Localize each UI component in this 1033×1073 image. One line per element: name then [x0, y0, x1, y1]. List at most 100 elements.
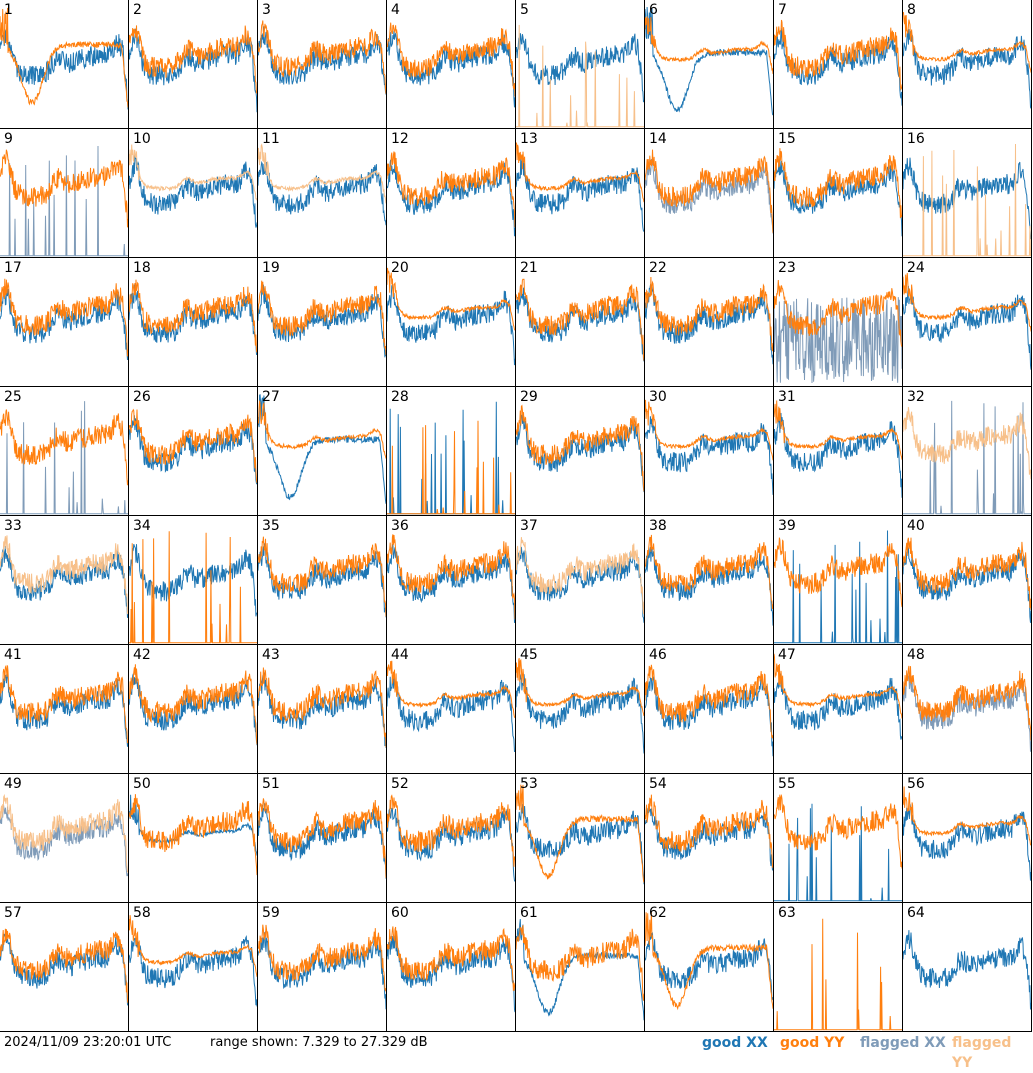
- xx-trace: [645, 157, 773, 234]
- yy-trace: [387, 22, 515, 97]
- antenna-panel: 6: [645, 0, 774, 129]
- antenna-panel: 51: [258, 774, 387, 903]
- spectra-grid: 1 2 3 4 5 6 7 8 9 10 11 12 13 14 15 16 17 18 19 20 21 22 23 24 2…: [0, 0, 1032, 1032]
- antenna-panel: 28: [387, 387, 516, 516]
- yy-trace: [387, 926, 515, 991]
- spectrum-plot: [645, 794, 773, 871]
- antenna-panel: 55: [774, 774, 903, 903]
- antenna-panel: 41: [0, 645, 129, 774]
- yy-trace: [0, 278, 128, 357]
- antenna-number: 42: [133, 647, 151, 663]
- spectrum-plot: [645, 6, 773, 116]
- spectrum-plot: [903, 273, 1031, 370]
- yy-trace: [645, 664, 773, 739]
- antenna-number: 38: [649, 518, 667, 534]
- spectrum-plot: [387, 660, 515, 753]
- spectrum-plot: [903, 11, 1031, 109]
- yy-trace: [774, 537, 902, 608]
- antenna-number: 15: [778, 131, 796, 147]
- xx-trace: [645, 416, 773, 495]
- xx-trace: [774, 530, 902, 644]
- antenna-panel: 26: [129, 387, 258, 516]
- antenna-number: 2: [133, 2, 142, 18]
- antenna-number: 61: [520, 905, 538, 921]
- antenna-number: 4: [391, 2, 400, 18]
- antenna-number: 47: [778, 647, 796, 663]
- antenna-number: 31: [778, 389, 796, 405]
- xx-trace: [258, 931, 386, 1010]
- xx-trace: [387, 676, 515, 753]
- yy-trace: [0, 664, 128, 744]
- yy-trace: [903, 665, 1031, 741]
- spectrum-plot: [387, 401, 515, 515]
- antenna-panel: 7: [774, 0, 903, 129]
- antenna-panel: 50: [129, 774, 258, 903]
- spectrum-plot: [0, 664, 128, 747]
- legend-good-yy: good YY: [780, 1035, 845, 1051]
- xx-trace: [516, 804, 644, 885]
- footer: 2024/11/09 23:20:01 UTC range shown: 7.3…: [0, 1033, 1033, 1071]
- spectrum-plot: [774, 653, 902, 740]
- antenna-panel: 3: [258, 0, 387, 129]
- xx-trace: [0, 288, 128, 361]
- antenna-panel: 30: [645, 387, 774, 516]
- antenna-number: 8: [907, 2, 916, 18]
- antenna-panel: 34: [129, 516, 258, 645]
- yy-trace: [387, 420, 515, 515]
- spectrum-plot: [903, 665, 1031, 752]
- spectrum-plot: [258, 394, 386, 504]
- antenna-number: 28: [391, 389, 409, 405]
- yy-trace: [903, 273, 1031, 332]
- xx-trace: [387, 283, 515, 366]
- antenna-number: 26: [133, 389, 151, 405]
- yy-trace: [258, 667, 386, 748]
- xx-trace: [516, 156, 644, 232]
- antenna-number: 19: [262, 260, 280, 276]
- yy-trace: [645, 534, 773, 609]
- antenna-number: 59: [262, 905, 280, 921]
- xx-trace: [0, 29, 128, 110]
- yy-trace: [516, 925, 644, 1001]
- xx-trace: [903, 803, 1031, 881]
- yy-trace: [516, 784, 644, 883]
- xx-trace: [129, 934, 257, 1007]
- spectrum-plot: [387, 267, 515, 366]
- legend-flagged-xx: flagged XX: [860, 1035, 946, 1051]
- antenna-panel: 11: [258, 129, 387, 258]
- xx-trace: [387, 401, 515, 515]
- antenna-number: 56: [907, 776, 925, 792]
- antenna-panel: 57: [0, 903, 129, 1032]
- xx-trace: [0, 145, 128, 257]
- spectrum-plot: [774, 148, 902, 237]
- xx-trace: [516, 919, 644, 1021]
- spectrum-plot: [645, 911, 773, 1011]
- antenna-number: 36: [391, 518, 409, 534]
- antenna-panel: 58: [129, 903, 258, 1032]
- antenna-panel: 2: [129, 0, 258, 129]
- spectrum-plot: [258, 536, 386, 618]
- antenna-panel: 45: [516, 645, 645, 774]
- antenna-panel: 27: [258, 387, 387, 516]
- yy-trace: [774, 279, 902, 347]
- antenna-panel: 35: [258, 516, 387, 645]
- antenna-panel: 4: [387, 0, 516, 129]
- antenna-number: 41: [4, 647, 22, 663]
- antenna-number: 30: [649, 389, 667, 405]
- spectrum-plot: [516, 537, 644, 623]
- spectrum-plot: [387, 926, 515, 1013]
- yy-trace: [516, 404, 644, 492]
- antenna-number: 27: [262, 389, 280, 405]
- antenna-number: 45: [520, 647, 538, 663]
- spectrum-plot: [258, 143, 386, 226]
- yy-trace: [129, 915, 257, 977]
- yy-trace: [387, 534, 515, 620]
- antenna-panel: 32: [903, 387, 1032, 516]
- antenna-number: 60: [391, 905, 409, 921]
- antenna-panel: 59: [258, 903, 387, 1032]
- xx-trace: [903, 29, 1031, 109]
- xx-trace: [774, 297, 902, 384]
- antenna-panel: 33: [0, 516, 129, 645]
- xx-trace: [903, 673, 1031, 752]
- antenna-panel: 62: [645, 903, 774, 1032]
- antenna-panel: 12: [387, 129, 516, 258]
